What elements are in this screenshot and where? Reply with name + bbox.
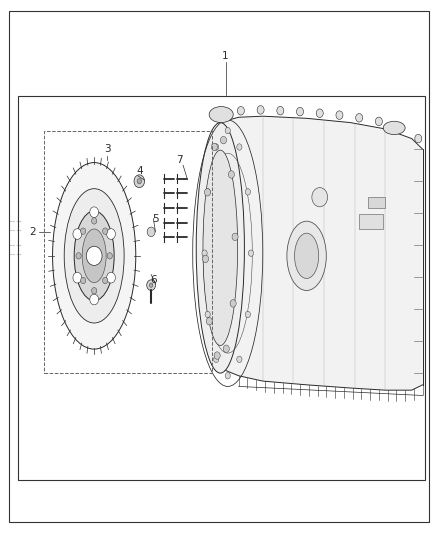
Ellipse shape: [53, 163, 136, 349]
Text: 2: 2: [29, 227, 36, 237]
Circle shape: [312, 188, 328, 207]
Circle shape: [228, 171, 234, 178]
Text: 6: 6: [150, 275, 157, 285]
Circle shape: [237, 356, 242, 362]
Circle shape: [206, 318, 212, 325]
Circle shape: [92, 217, 97, 224]
Circle shape: [107, 272, 116, 283]
Circle shape: [205, 189, 210, 195]
Circle shape: [90, 294, 99, 305]
Circle shape: [73, 229, 81, 239]
Text: –– ––: –– ––: [10, 243, 21, 248]
Text: 4: 4: [137, 166, 144, 175]
Bar: [18, 96, 425, 480]
Circle shape: [223, 345, 230, 352]
Circle shape: [205, 189, 211, 196]
Circle shape: [237, 107, 244, 115]
Circle shape: [395, 123, 402, 132]
Polygon shape: [219, 116, 423, 390]
Ellipse shape: [82, 229, 106, 282]
Text: –– ––: –– ––: [10, 252, 21, 257]
Circle shape: [230, 300, 236, 307]
Ellipse shape: [64, 189, 124, 323]
Circle shape: [225, 127, 230, 134]
Ellipse shape: [383, 122, 405, 135]
Circle shape: [102, 277, 108, 284]
Circle shape: [81, 228, 86, 235]
Circle shape: [225, 373, 230, 379]
Circle shape: [356, 114, 363, 122]
Circle shape: [214, 144, 219, 150]
Circle shape: [245, 311, 251, 318]
Circle shape: [375, 117, 382, 126]
Circle shape: [102, 228, 108, 235]
Bar: [368, 197, 385, 208]
Circle shape: [92, 288, 97, 294]
Circle shape: [86, 246, 102, 265]
Text: 1: 1: [222, 51, 229, 61]
Circle shape: [211, 143, 217, 151]
Circle shape: [137, 179, 141, 184]
Circle shape: [214, 352, 220, 359]
Circle shape: [202, 250, 207, 256]
Circle shape: [107, 253, 113, 259]
Circle shape: [76, 253, 81, 259]
Circle shape: [107, 229, 116, 239]
Circle shape: [220, 136, 226, 144]
Ellipse shape: [294, 233, 318, 278]
Circle shape: [202, 255, 208, 263]
Circle shape: [232, 233, 238, 240]
Text: –– ––: –– ––: [10, 228, 21, 233]
Circle shape: [277, 107, 284, 115]
Ellipse shape: [287, 221, 326, 290]
Circle shape: [257, 106, 264, 114]
Ellipse shape: [74, 211, 114, 301]
Circle shape: [336, 111, 343, 119]
Circle shape: [415, 134, 422, 143]
Circle shape: [205, 311, 210, 318]
Bar: [44, 131, 212, 373]
Text: 5: 5: [152, 214, 159, 223]
Circle shape: [81, 277, 86, 284]
Circle shape: [316, 109, 323, 117]
Ellipse shape: [209, 107, 233, 123]
Ellipse shape: [196, 123, 244, 373]
Circle shape: [147, 227, 155, 237]
Circle shape: [73, 272, 81, 283]
Circle shape: [248, 250, 254, 256]
Bar: [359, 214, 383, 229]
Text: 3: 3: [104, 144, 111, 154]
Circle shape: [297, 107, 304, 116]
Ellipse shape: [203, 150, 238, 345]
Text: –– ––: –– ––: [10, 219, 21, 224]
Circle shape: [134, 175, 145, 188]
Circle shape: [237, 144, 242, 150]
Circle shape: [214, 356, 219, 362]
Circle shape: [149, 283, 153, 287]
Circle shape: [245, 189, 251, 195]
Circle shape: [147, 280, 155, 290]
Circle shape: [90, 207, 99, 217]
Text: 7: 7: [176, 155, 183, 165]
